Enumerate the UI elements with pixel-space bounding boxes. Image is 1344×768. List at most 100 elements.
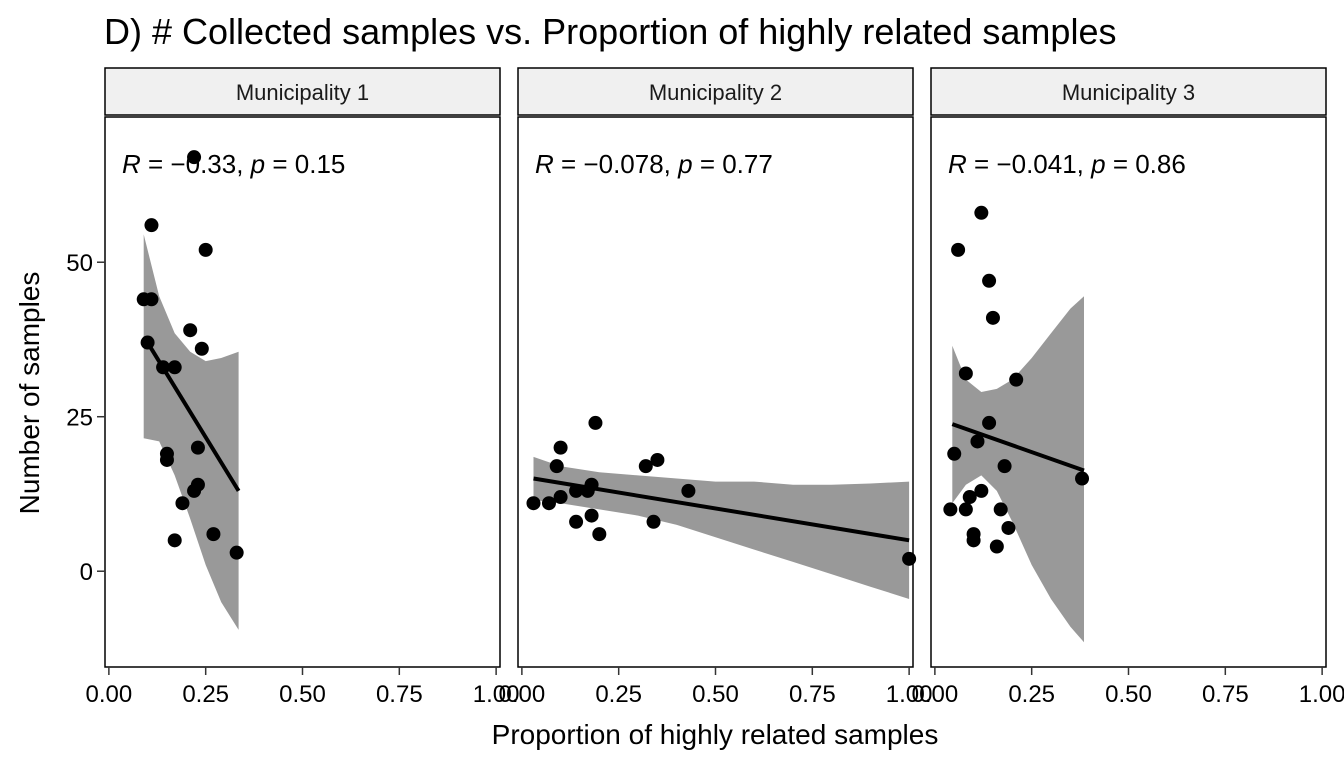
stat-separator: ,	[664, 149, 678, 179]
data-point	[187, 150, 202, 165]
data-point	[958, 502, 973, 517]
facet-strip-label: Municipality 3	[1062, 80, 1195, 105]
facet-strip	[517, 67, 914, 116]
stat-r-value: −0.078	[583, 149, 663, 179]
data-point	[997, 459, 1012, 474]
stat-p-symbol: p	[250, 149, 265, 179]
facet-panels: Municipality 1 R = −0.33, p = 0.15 0.00 0.2…	[66, 67, 1344, 708]
x-tick-label: 1.00	[886, 681, 933, 708]
y-axis-title: Number of samples	[14, 272, 45, 515]
stat-r-symbol: R	[122, 149, 141, 179]
x-tick-label: 0.75	[376, 681, 423, 708]
data-point	[584, 508, 599, 523]
facet-strip-label: Municipality 1	[236, 80, 369, 105]
facet-panel-3: Municipality 3 R = −0.041, p = 0.86 0.00 0.…	[912, 67, 1344, 708]
data-point	[183, 323, 198, 338]
data-point	[584, 477, 599, 492]
facet-strip-label: Municipality 2	[649, 80, 782, 105]
data-point	[962, 490, 977, 505]
data-point	[650, 452, 665, 467]
x-tick-label: 0.00	[912, 681, 959, 708]
x-tick-label: 1.00	[1299, 681, 1344, 708]
stat-r-value: −0.041	[996, 149, 1076, 179]
data-point	[159, 452, 174, 467]
stat-separator: ,	[236, 149, 250, 179]
stat-p-symbol: p	[677, 149, 692, 179]
stat-equals: =	[967, 149, 997, 179]
data-point	[943, 502, 958, 517]
data-point	[156, 360, 171, 375]
x-tick-label: 0.25	[1008, 681, 1055, 708]
x-tick-label: 0.25	[182, 681, 229, 708]
data-point	[958, 366, 973, 381]
stat-p-symbol: p	[1090, 149, 1105, 179]
data-point	[638, 459, 653, 474]
data-point	[1075, 471, 1090, 486]
data-point	[592, 527, 607, 542]
x-tick-label: 0.00	[86, 681, 133, 708]
stat-r-symbol: R	[948, 149, 967, 179]
stat-r-symbol: R	[535, 149, 554, 179]
data-point	[982, 415, 997, 430]
x-tick-label: 1.00	[473, 681, 520, 708]
x-axis-title: Proportion of highly related samples	[492, 719, 939, 750]
data-point	[974, 483, 989, 498]
y-tick-label: 50	[66, 250, 93, 277]
x-tick-label: 0.25	[595, 681, 642, 708]
facet-panel-1: Municipality 1 R = −0.33, p = 0.15 0.00 0.2…	[66, 67, 520, 708]
data-point	[553, 490, 568, 505]
data-point	[970, 434, 985, 449]
stat-p-value: = 0.15	[265, 149, 345, 179]
data-point	[140, 335, 155, 350]
regression-line	[951, 422, 1085, 473]
confidence-ribbon	[952, 296, 1084, 643]
stat-separator: ,	[1077, 149, 1091, 179]
data-point	[549, 459, 564, 474]
stat-r-value: −0.33	[170, 149, 236, 179]
data-point	[985, 310, 1000, 325]
data-point	[553, 440, 568, 455]
x-tick-label: 0.75	[1202, 681, 1249, 708]
x-tick-label: 0.50	[692, 681, 739, 708]
data-point	[194, 341, 209, 356]
data-point	[951, 242, 966, 257]
chart-title: D) # Collected samples vs. Proportion of…	[104, 11, 1116, 52]
data-point	[974, 205, 989, 220]
data-point	[1009, 372, 1024, 387]
data-point	[569, 514, 584, 529]
data-point	[993, 502, 1008, 517]
facet-strip	[104, 67, 501, 116]
y-tick-label: 0	[80, 559, 93, 586]
data-point	[646, 514, 661, 529]
correlation-annotation: R = −0.041, p = 0.86	[948, 149, 1186, 179]
x-tick-label: 0.00	[499, 681, 546, 708]
data-point	[902, 551, 917, 566]
data-point	[1001, 520, 1016, 535]
data-point	[175, 496, 190, 511]
data-point	[588, 415, 603, 430]
data-point	[526, 496, 541, 511]
data-point	[190, 477, 205, 492]
data-point	[989, 539, 1004, 554]
facet-panel-2: Municipality 2 R = −0.078, p = 0.77 0.00 0.…	[499, 67, 933, 708]
facet-strip	[930, 67, 1327, 116]
panel-border	[517, 116, 914, 668]
data-point	[206, 527, 221, 542]
x-tick-label: 0.75	[789, 681, 836, 708]
data-point	[541, 496, 556, 511]
correlation-annotation: R = −0.078, p = 0.77	[535, 149, 773, 179]
data-point	[198, 242, 213, 257]
stat-p-value: = 0.77	[693, 149, 773, 179]
data-point	[144, 218, 159, 233]
data-point	[167, 533, 182, 548]
y-tick-label: 25	[66, 405, 93, 432]
confidence-ribbon	[143, 234, 239, 630]
data-point	[144, 292, 159, 307]
stat-equals: =	[141, 149, 171, 179]
data-point	[190, 440, 205, 455]
data-point	[966, 533, 981, 548]
x-tick-label: 0.50	[1105, 681, 1152, 708]
data-point	[569, 483, 584, 498]
stat-equals: =	[554, 149, 584, 179]
